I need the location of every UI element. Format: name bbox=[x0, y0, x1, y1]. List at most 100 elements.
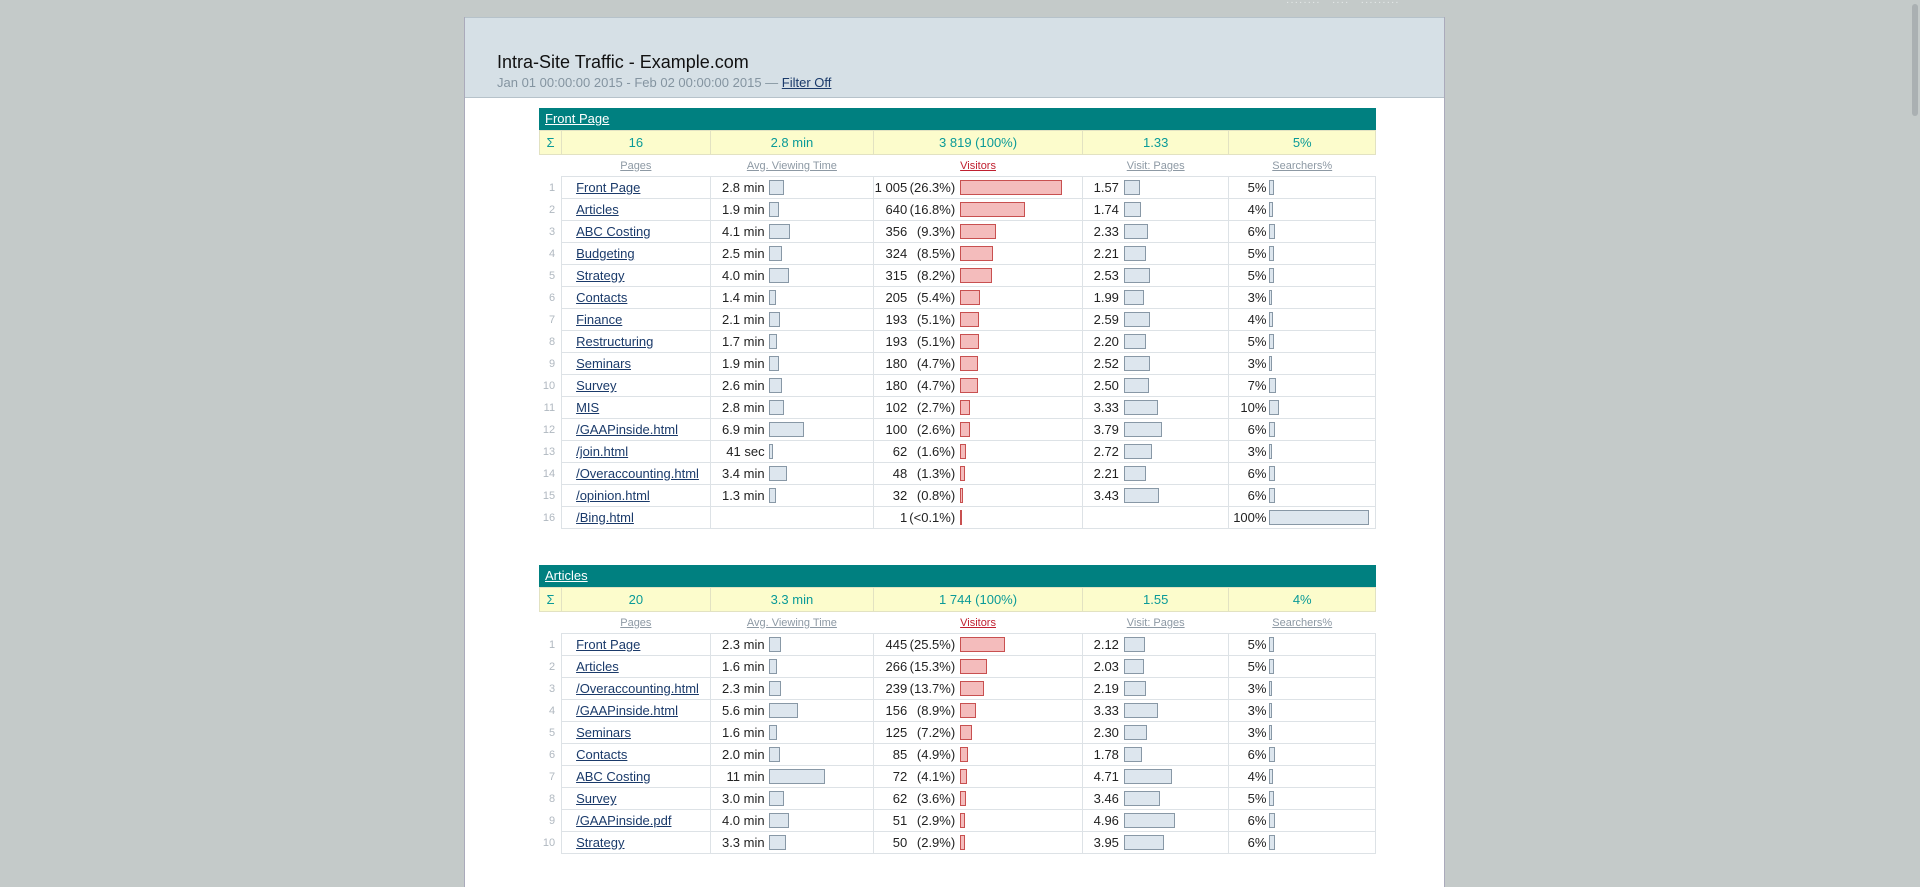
page-name-cell: /opinion.html bbox=[561, 484, 711, 507]
page-link[interactable]: Seminars bbox=[576, 725, 631, 740]
column-header-visit-pages[interactable]: Visit: Pages bbox=[1126, 159, 1185, 172]
visit-pages-bar bbox=[1123, 747, 1142, 762]
column-header-avg-time[interactable]: Avg. Viewing Time bbox=[746, 159, 837, 172]
column-header-searchers[interactable]: Searchers% bbox=[1272, 616, 1333, 629]
visitors-bar bbox=[960, 637, 1006, 652]
searchers-cell: 5% bbox=[1228, 787, 1376, 810]
avg-time-bar bbox=[768, 769, 825, 784]
table-row: 7 ABC Costing 11 min 72 (4.1%) 4.71 4% bbox=[540, 765, 1376, 788]
avg-time-bar bbox=[768, 791, 784, 806]
page-link[interactable]: /Overaccounting.html bbox=[576, 466, 699, 481]
visitors-bar bbox=[960, 681, 985, 696]
avg-time-cell: 1.3 min bbox=[709, 484, 875, 507]
row-index: 16 bbox=[542, 511, 556, 524]
avg-time-cell: 2.0 min bbox=[709, 743, 875, 766]
visitors-percent: (<0.1%) bbox=[909, 510, 956, 525]
avg-time-cell: 4.1 min bbox=[709, 220, 875, 243]
visitors-cell: 180 (4.7%) bbox=[873, 374, 1083, 397]
table-row: 10 Strategy 3.3 min 50 (2.9%) 3.95 6% bbox=[540, 831, 1376, 854]
visit-pages-bar bbox=[1123, 334, 1146, 349]
row-index: 4 bbox=[548, 247, 556, 260]
page-link[interactable]: Finance bbox=[576, 312, 623, 327]
page-link[interactable]: Articles bbox=[576, 659, 619, 674]
column-header-visitors[interactable]: Visitors bbox=[960, 616, 996, 629]
visit-pages-bar bbox=[1123, 312, 1150, 327]
searchers-value: 3% bbox=[1247, 290, 1267, 305]
page-link[interactable]: Contacts bbox=[576, 747, 628, 762]
searchers-value: 3% bbox=[1247, 356, 1267, 371]
visitors-count: 180 bbox=[885, 378, 908, 393]
page-link[interactable]: ABC Costing bbox=[576, 224, 651, 239]
searchers-bar bbox=[1269, 835, 1276, 850]
page-link[interactable]: Seminars bbox=[576, 356, 631, 371]
column-header-pages-cell: Pages bbox=[562, 155, 711, 177]
column-header-visitors-cell: Visitors bbox=[874, 155, 1083, 177]
searchers-cell: 100% bbox=[1228, 506, 1376, 529]
visitors-cell: 102 (2.7%) bbox=[873, 396, 1083, 419]
avg-time-bar bbox=[768, 681, 781, 696]
page-link[interactable]: Budgeting bbox=[576, 246, 635, 261]
column-header-searchers[interactable]: Searchers% bbox=[1272, 159, 1333, 172]
page-link[interactable]: MIS bbox=[576, 400, 600, 415]
page-link[interactable]: Strategy bbox=[576, 268, 625, 283]
searchers-cell: 6% bbox=[1228, 809, 1376, 832]
summary-visitors: 1 744 (100%) bbox=[873, 587, 1083, 612]
visit-pages-value: 4.96 bbox=[1093, 813, 1119, 828]
visitors-count: 48 bbox=[892, 466, 908, 481]
page-link[interactable]: /opinion.html bbox=[576, 488, 650, 503]
searchers-bar bbox=[1269, 747, 1276, 762]
page-link[interactable]: Front Page bbox=[576, 637, 641, 652]
page-name-cell: Front Page bbox=[561, 633, 711, 656]
visit-pages-bar bbox=[1123, 835, 1164, 850]
column-header-blank bbox=[540, 612, 562, 634]
column-header-avg-time[interactable]: Avg. Viewing Time bbox=[746, 616, 837, 629]
page-link[interactable]: Contacts bbox=[576, 290, 628, 305]
page-link[interactable]: Front Page bbox=[576, 180, 641, 195]
scrollbar[interactable] bbox=[1908, 0, 1920, 873]
avg-time-cell: 1.7 min bbox=[709, 330, 875, 353]
visit-pages-value: 2.52 bbox=[1093, 356, 1119, 371]
searchers-value: 5% bbox=[1247, 637, 1267, 652]
page-link[interactable]: /Bing.html bbox=[576, 510, 634, 525]
section-title-link[interactable]: Articles bbox=[545, 568, 588, 583]
column-header-visitors[interactable]: Visitors bbox=[960, 159, 996, 172]
page-link[interactable]: Survey bbox=[576, 378, 617, 393]
page-link[interactable]: /GAAPinside.html bbox=[576, 703, 678, 718]
visitors-count: 100 bbox=[885, 422, 908, 437]
page-link[interactable]: Strategy bbox=[576, 835, 625, 850]
scrollbar-thumb[interactable] bbox=[1912, 4, 1918, 116]
page-link[interactable]: /GAAPinside.html bbox=[576, 422, 678, 437]
page-link[interactable]: ABC Costing bbox=[576, 769, 651, 784]
column-header-pages[interactable]: Pages bbox=[620, 616, 652, 629]
visit-pages-value: 3.46 bbox=[1093, 791, 1119, 806]
avg-time-bar bbox=[768, 444, 773, 459]
column-header-pages[interactable]: Pages bbox=[620, 159, 652, 172]
page-link[interactable]: Articles bbox=[576, 202, 619, 217]
avg-time-bar bbox=[768, 224, 790, 239]
visit-pages-bar bbox=[1123, 703, 1158, 718]
visit-pages-bar bbox=[1123, 378, 1149, 393]
visitors-bar bbox=[960, 224, 997, 239]
avg-time-cell: 4.0 min bbox=[709, 264, 875, 287]
page-link[interactable]: Restructuring bbox=[576, 334, 654, 349]
avg-time-cell: 11 min bbox=[709, 765, 875, 788]
visit-pages-cell: 2.12 bbox=[1081, 633, 1230, 656]
avg-time-bar bbox=[768, 488, 776, 503]
table-row: 14/Overaccounting.html 3.4 min 48 (1.3%) 2.2… bbox=[540, 462, 1376, 485]
summary-row: Σ 20 3.3 min 1 744 (100%) 1.55 4% bbox=[538, 587, 1376, 612]
column-header-visit-pages[interactable]: Visit: Pages bbox=[1126, 616, 1185, 629]
section-title-link[interactable]: Front Page bbox=[545, 111, 610, 126]
page-link[interactable]: /Overaccounting.html bbox=[576, 681, 699, 696]
page-link[interactable]: Survey bbox=[576, 791, 617, 806]
visitors-bar bbox=[960, 378, 979, 393]
page-name-cell: /join.html bbox=[561, 440, 711, 463]
table-row: 6 Contacts 2.0 min 85 (4.9%) 1.78 6% bbox=[540, 743, 1376, 766]
filter-off-link[interactable]: Filter Off bbox=[781, 75, 832, 90]
page-link[interactable]: /GAAPinside.pdf bbox=[576, 813, 672, 828]
searchers-bar bbox=[1269, 356, 1273, 371]
visitors-percent: (2.9%) bbox=[916, 835, 956, 850]
searchers-bar bbox=[1269, 769, 1274, 784]
page-link[interactable]: /join.html bbox=[576, 444, 629, 459]
visit-pages-cell: 2.72 bbox=[1081, 440, 1230, 463]
visit-pages-cell: 3.95 bbox=[1081, 831, 1230, 854]
